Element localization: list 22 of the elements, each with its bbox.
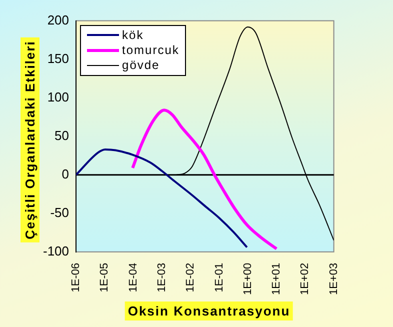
x-tick-label: 1E+01	[270, 262, 283, 296]
y-tick-label: 0	[62, 166, 70, 182]
x-axis-title: Oksin Konsantrasyonu	[124, 302, 294, 320]
x-tick-label: 1E-02	[184, 262, 197, 292]
y-axis-title: Çeşitli Organlardaki Etkileri	[20, 38, 40, 242]
x-tick-label: 1E+03	[328, 262, 340, 296]
legend-label: tomurcuk	[122, 43, 180, 58]
legend-label: kök	[122, 28, 144, 42]
y-tick-label: -100	[42, 243, 70, 258]
x-tick-label: 1E-03	[156, 262, 168, 292]
y-tick-label: 150	[47, 50, 70, 66]
x-tick-label: 1E-01	[213, 262, 226, 292]
y-tick-label: -50	[50, 204, 70, 220]
y-tick-label: 50	[54, 128, 70, 143]
x-tick-label: 1E-04	[127, 262, 140, 292]
x-tick-label: 1E+00	[242, 262, 254, 296]
legend-label: gövde	[122, 58, 160, 72]
y-tick-label: 200	[47, 12, 70, 28]
y-tick-label: 100	[47, 89, 70, 104]
x-tick-label: 1E-06	[70, 262, 82, 292]
x-tick-label: 1E+02	[299, 262, 312, 296]
x-tick-label: 1E-05	[98, 262, 111, 292]
